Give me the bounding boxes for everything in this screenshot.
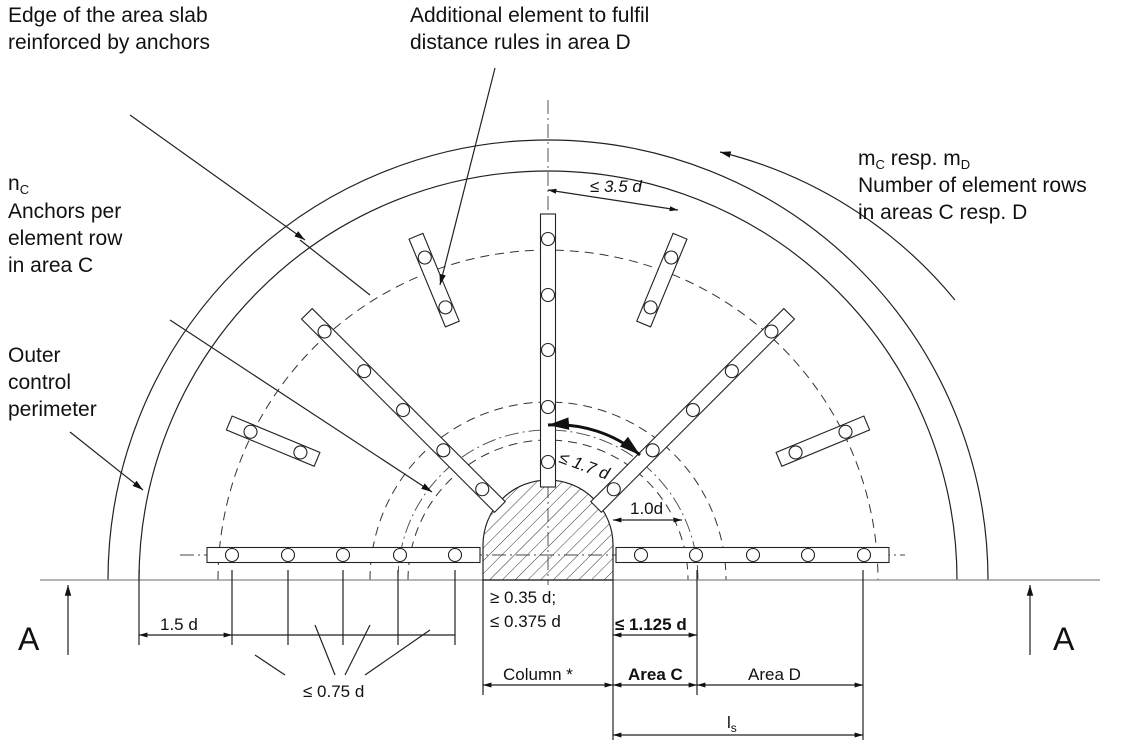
anchor bbox=[335, 547, 351, 563]
anchor bbox=[606, 482, 621, 497]
anchor bbox=[788, 445, 803, 460]
anchor bbox=[856, 547, 872, 563]
anchor bbox=[447, 547, 463, 563]
anchor bbox=[280, 547, 296, 563]
section-label: A bbox=[1053, 621, 1075, 657]
label: Additional element to fulfil distance rul… bbox=[410, 4, 649, 54]
anchor bbox=[475, 482, 490, 497]
anchor bbox=[224, 547, 240, 563]
anchor-row bbox=[539, 213, 557, 488]
rail bbox=[636, 232, 688, 328]
outer-perimeter bbox=[138, 170, 958, 581]
anchor-row bbox=[300, 307, 506, 513]
anchor bbox=[317, 324, 332, 339]
anchor bbox=[395, 402, 411, 418]
section-label: A bbox=[18, 621, 40, 657]
anchor-row bbox=[590, 307, 796, 513]
anchor bbox=[800, 547, 816, 563]
anchor bbox=[540, 287, 556, 303]
leader bbox=[439, 67, 496, 286]
anchor bbox=[633, 547, 649, 563]
label: Outer control perimeter bbox=[8, 344, 97, 421]
dimension bbox=[547, 188, 679, 212]
anchor bbox=[664, 250, 679, 265]
anchor-row bbox=[615, 546, 890, 564]
anchor bbox=[392, 547, 408, 563]
label: Area D bbox=[748, 665, 801, 684]
leader bbox=[69, 431, 144, 491]
anchor bbox=[724, 364, 739, 379]
label: Anchors per element row in area C bbox=[8, 200, 123, 277]
anchor-row bbox=[225, 415, 321, 467]
label: ls bbox=[727, 713, 737, 735]
label: ≤ 0.375 d bbox=[490, 612, 561, 631]
leader bbox=[299, 239, 371, 296]
label: Edge of the area slab reinforced by ancho… bbox=[8, 4, 210, 54]
label: mC resp. mD bbox=[858, 147, 970, 172]
anchor bbox=[417, 250, 432, 265]
anchor bbox=[645, 443, 660, 458]
label: Column * bbox=[503, 665, 573, 684]
column bbox=[482, 479, 614, 581]
label: ≤ 0.75 d bbox=[303, 682, 364, 701]
anchor bbox=[293, 445, 308, 460]
label: 1.0d bbox=[630, 499, 663, 518]
rail bbox=[775, 415, 871, 467]
angle bbox=[547, 417, 641, 457]
anchor bbox=[688, 547, 704, 563]
anchor bbox=[438, 300, 453, 315]
label: Area C bbox=[628, 665, 683, 684]
label: ≥ 0.35 d; bbox=[490, 588, 556, 607]
label: ≤ 1.125 d bbox=[615, 615, 687, 634]
dimensions bbox=[138, 570, 864, 740]
anchor bbox=[540, 231, 556, 247]
anchor bbox=[745, 547, 761, 563]
label: Number of element rows in areas C resp. D bbox=[858, 174, 1087, 224]
anchor bbox=[243, 424, 258, 439]
anchor-row bbox=[636, 232, 688, 328]
label: ≤ 1.7 d bbox=[557, 448, 613, 484]
anchor bbox=[643, 300, 658, 315]
anchor-rows bbox=[206, 213, 890, 564]
anchor-row bbox=[775, 415, 871, 467]
dashed-circle bbox=[369, 401, 727, 581]
arrow bbox=[719, 151, 956, 301]
anchor-row bbox=[206, 546, 481, 564]
anchor bbox=[838, 424, 853, 439]
anchor bbox=[540, 454, 556, 470]
anchor bbox=[540, 342, 556, 358]
anchor bbox=[540, 399, 556, 415]
label: 1.5 d bbox=[160, 615, 198, 634]
leader bbox=[169, 319, 433, 493]
anchor bbox=[436, 443, 451, 458]
anchor bbox=[764, 324, 779, 339]
label: ≤ 3.5 d bbox=[590, 177, 642, 196]
anchor bbox=[685, 402, 701, 418]
rail bbox=[408, 232, 460, 328]
leader bbox=[129, 114, 306, 241]
dashed-circle bbox=[407, 439, 689, 581]
label: nC bbox=[8, 172, 29, 197]
anchor bbox=[357, 364, 372, 379]
outer-arc bbox=[107, 139, 989, 581]
rail bbox=[225, 415, 321, 467]
anchor-row bbox=[408, 232, 460, 328]
